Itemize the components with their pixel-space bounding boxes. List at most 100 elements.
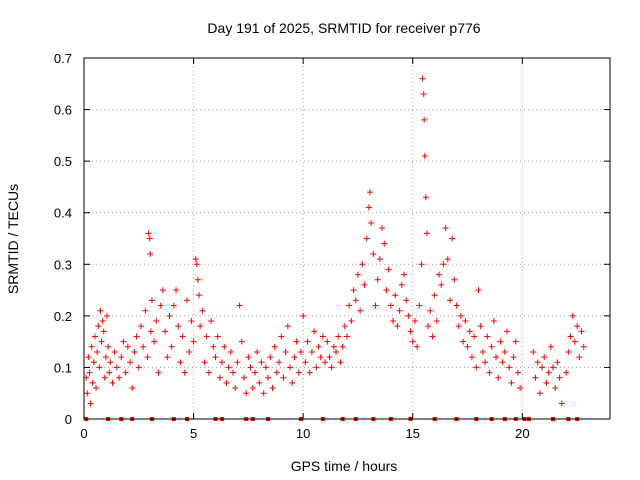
data-point (284, 323, 291, 330)
data-point (188, 318, 195, 325)
data-point (326, 354, 333, 361)
data-point (457, 312, 464, 319)
data-point (153, 318, 160, 325)
data-point (102, 354, 109, 361)
data-point (411, 318, 418, 325)
data-point (539, 364, 546, 371)
data-point (175, 323, 182, 330)
data-point (423, 230, 430, 237)
data-point (278, 333, 285, 340)
data-point (109, 379, 116, 386)
data-point (484, 333, 491, 340)
data-point (335, 333, 342, 340)
data-point (162, 328, 169, 335)
data-point (550, 364, 557, 371)
data-point (199, 307, 206, 314)
data-point (90, 359, 97, 366)
data-point (576, 354, 583, 361)
data-point (107, 359, 114, 366)
data-point (295, 369, 302, 376)
data-point (197, 323, 204, 330)
data-point (196, 292, 203, 299)
data-point (350, 287, 357, 294)
data-point (409, 338, 416, 345)
data-point (530, 348, 537, 355)
data-point (453, 302, 460, 309)
data-point (258, 359, 265, 366)
data-point (473, 364, 480, 371)
data-point (324, 338, 331, 345)
data-point (385, 266, 392, 273)
data-point (368, 220, 375, 227)
data-point (104, 312, 111, 319)
data-point (106, 369, 113, 376)
data-point (381, 240, 388, 247)
data-point (98, 338, 105, 345)
data-point (510, 354, 517, 361)
y-tick-label: 0.1 (54, 360, 72, 375)
data-point (361, 281, 368, 288)
data-point (289, 379, 296, 386)
data-point (442, 225, 449, 232)
data-point (464, 343, 471, 350)
data-point (247, 364, 254, 371)
data-point (91, 333, 98, 340)
data-point (173, 287, 180, 294)
data-point (97, 307, 104, 314)
x-axis-label: GPS time / hours (291, 458, 398, 474)
data-point (447, 297, 454, 304)
data-point (184, 297, 191, 304)
data-point (536, 390, 543, 397)
data-point (422, 194, 429, 201)
axis-ticks (83, 57, 610, 420)
data-point (168, 343, 175, 350)
data-point (383, 287, 390, 294)
data-point (273, 369, 280, 376)
data-point (240, 374, 247, 381)
data-point (567, 333, 574, 340)
data-point (352, 297, 359, 304)
data-point (192, 256, 199, 263)
x-tick-label: 5 (190, 426, 197, 441)
data-point (429, 333, 436, 340)
data-point (223, 379, 230, 386)
data-point (455, 323, 462, 330)
data-point (181, 369, 188, 376)
data-point (146, 235, 153, 242)
data-point (101, 374, 108, 381)
data-point (100, 328, 107, 335)
data-point (563, 369, 570, 376)
data-point (122, 369, 129, 376)
data-point (129, 385, 136, 392)
data-point (438, 281, 445, 288)
data-point (499, 359, 506, 366)
data-point (571, 338, 578, 345)
x-tick-label: 0 (80, 426, 87, 441)
data-point (431, 292, 438, 299)
data-point (212, 354, 219, 361)
data-point (497, 338, 504, 345)
data-point (374, 276, 381, 283)
y-tick-label: 0.7 (54, 51, 72, 66)
data-point (449, 235, 456, 242)
y-tick-label: 0 (65, 412, 72, 427)
data-point (113, 364, 120, 371)
data-point (236, 302, 243, 309)
data-point (315, 343, 322, 350)
data-point (99, 318, 106, 325)
data-point (479, 348, 486, 355)
x-tick-label: 15 (406, 426, 420, 441)
x-tick-label: 10 (296, 426, 310, 441)
data-point (578, 328, 585, 335)
data-point (142, 307, 149, 314)
y-tick-label: 0.6 (54, 103, 72, 118)
data-point (493, 354, 500, 361)
data-point (280, 374, 287, 381)
data-point (341, 323, 348, 330)
data-point (486, 369, 493, 376)
data-point (238, 338, 245, 345)
data-point (414, 343, 421, 350)
data-point (420, 91, 427, 98)
